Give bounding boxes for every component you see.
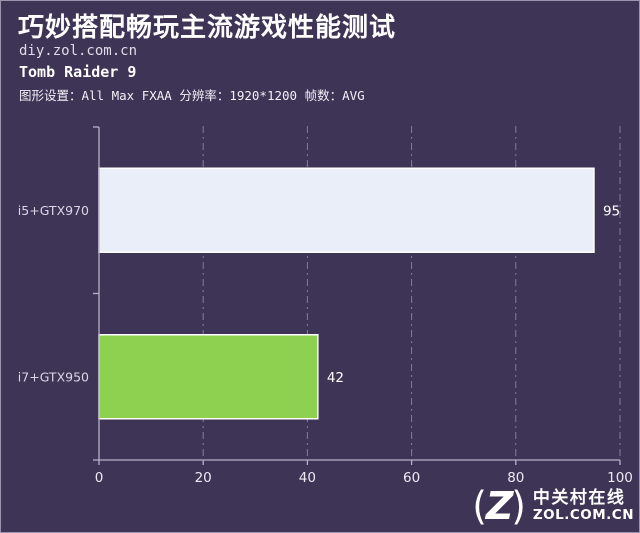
x-tick-label: 0 [95,470,104,486]
zol-logo-mark: ( Z ) [472,483,526,529]
page-title: 巧妙搭配畅玩主流游戏性能测试 [18,13,397,43]
bar-value-label: 95 [603,203,620,219]
bar-value-label: 42 [327,370,344,386]
settings-line: 图形设置：All Max FXAA 分辨率：1920*1200 帧数：AVG [19,88,365,103]
game-title: Tomb Raider 9 [19,63,137,81]
logo-paren-right-icon: ) [511,483,526,529]
bar [98,167,595,253]
x-tick-label: 20 [195,470,212,486]
logo-name-en: ZOL.COM.CN [532,506,634,523]
logo-name-cn: 中关村在线 [532,488,626,509]
zol-logo-text: 中关村在线 ZOL.COM.CN [533,489,634,523]
logo-z-icon: Z [485,484,514,528]
logo-paren-left-icon: ( [472,483,487,529]
zol-logo: ( Z ) 中关村在线 ZOL.COM.CN [472,483,634,529]
x-tick-label: 80 [507,470,524,486]
x-tick-label: 60 [403,470,420,486]
category-label: i7+GTX950 [18,369,89,384]
x-tick-label: 40 [299,470,316,486]
site-url: diy.zol.com.cn [19,43,138,59]
bar [98,334,319,420]
x-tick-label: 100 [607,470,633,486]
category-label: i5+GTX970 [18,203,89,218]
